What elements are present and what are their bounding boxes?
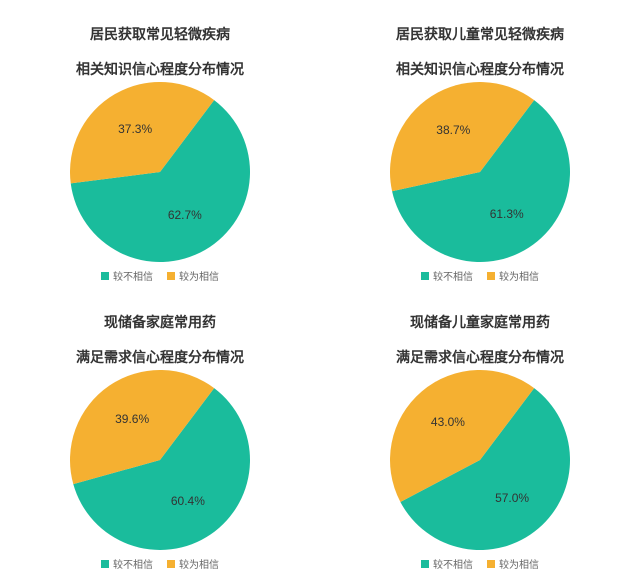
title-line1: 现储备儿童家庭常用药 xyxy=(410,314,550,330)
chart-title: 居民获取儿童常见轻微疾病 相关知识信心程度分布情况 xyxy=(396,8,564,78)
chart-panel-1: 居民获取儿童常见轻微疾病 相关知识信心程度分布情况 61.3% 38.7% 较不相… xyxy=(320,0,640,288)
legend-swatch-teal xyxy=(421,560,429,568)
pie-chart: 57.0% 43.0% xyxy=(390,370,570,550)
legend-label-teal: 较不相信 xyxy=(113,556,153,571)
legend: 较不相信 较为相信 xyxy=(421,268,539,283)
legend-item-orange: 较为相信 xyxy=(167,268,219,283)
legend-item-teal: 较不相信 xyxy=(101,556,153,571)
legend-label-teal: 较不相信 xyxy=(113,268,153,283)
pie-chart: 61.3% 38.7% xyxy=(390,82,570,262)
legend-swatch-orange xyxy=(167,560,175,568)
legend-label-orange: 较为相信 xyxy=(179,268,219,283)
pie-label-orange: 37.3% xyxy=(118,122,152,136)
pie-label-teal: 62.7% xyxy=(168,208,202,222)
title-line1: 现储备家庭常用药 xyxy=(104,314,216,330)
legend-label-orange: 较为相信 xyxy=(499,556,539,571)
pie-chart: 62.7% 37.3% xyxy=(70,82,250,262)
legend-label-teal: 较不相信 xyxy=(433,268,473,283)
legend-item-teal: 较不相信 xyxy=(101,268,153,283)
chart-title: 现储备家庭常用药 满足需求信心程度分布情况 xyxy=(76,296,244,366)
pie-svg xyxy=(70,82,250,262)
legend-swatch-orange xyxy=(487,560,495,568)
chart-panel-0: 居民获取常见轻微疾病 相关知识信心程度分布情况 62.7% 37.3% 较不相信 … xyxy=(0,0,320,288)
pie-svg xyxy=(70,370,250,550)
title-line2: 相关知识信心程度分布情况 xyxy=(76,61,244,77)
legend-item-orange: 较为相信 xyxy=(167,556,219,571)
legend-label-orange: 较为相信 xyxy=(179,556,219,571)
legend-item-teal: 较不相信 xyxy=(421,268,473,283)
pie-svg xyxy=(390,82,570,262)
pie-chart: 60.4% 39.6% xyxy=(70,370,250,550)
legend-label-teal: 较不相信 xyxy=(433,556,473,571)
chart-title: 居民获取常见轻微疾病 相关知识信心程度分布情况 xyxy=(76,8,244,78)
chart-title: 现储备儿童家庭常用药 满足需求信心程度分布情况 xyxy=(396,296,564,366)
pie-label-teal: 60.4% xyxy=(171,494,205,508)
legend: 较不相信 较为相信 xyxy=(101,556,219,571)
legend-swatch-teal xyxy=(101,560,109,568)
title-line2: 满足需求信心程度分布情况 xyxy=(396,349,564,365)
pie-label-orange: 43.0% xyxy=(431,415,465,429)
pie-svg xyxy=(390,370,570,550)
legend-item-orange: 较为相信 xyxy=(487,556,539,571)
title-line1: 居民获取常见轻微疾病 xyxy=(90,26,230,42)
chart-grid: 居民获取常见轻微疾病 相关知识信心程度分布情况 62.7% 37.3% 较不相信 … xyxy=(0,0,640,576)
legend-item-teal: 较不相信 xyxy=(421,556,473,571)
legend-swatch-orange xyxy=(487,272,495,280)
title-line2: 相关知识信心程度分布情况 xyxy=(396,61,564,77)
legend-item-orange: 较为相信 xyxy=(487,268,539,283)
chart-panel-3: 现储备儿童家庭常用药 满足需求信心程度分布情况 57.0% 43.0% 较不相信 … xyxy=(320,288,640,576)
legend-swatch-teal xyxy=(101,272,109,280)
legend-swatch-teal xyxy=(421,272,429,280)
legend: 较不相信 较为相信 xyxy=(101,268,219,283)
pie-label-orange: 38.7% xyxy=(436,123,470,137)
title-line2: 满足需求信心程度分布情况 xyxy=(76,349,244,365)
pie-label-teal: 61.3% xyxy=(490,207,524,221)
legend-label-orange: 较为相信 xyxy=(499,268,539,283)
pie-label-orange: 39.6% xyxy=(115,412,149,426)
legend-swatch-orange xyxy=(167,272,175,280)
title-line1: 居民获取儿童常见轻微疾病 xyxy=(396,26,564,42)
legend: 较不相信 较为相信 xyxy=(421,556,539,571)
pie-label-teal: 57.0% xyxy=(495,491,529,505)
chart-panel-2: 现储备家庭常用药 满足需求信心程度分布情况 60.4% 39.6% 较不相信 较为… xyxy=(0,288,320,576)
